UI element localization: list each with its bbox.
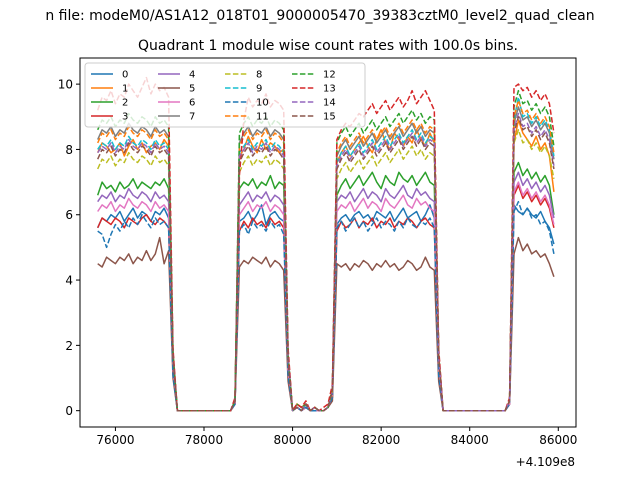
legend-item-8: 8	[225, 70, 262, 81]
legend-label: 14	[323, 98, 336, 109]
legend-frame	[84, 62, 366, 128]
figure-suptitle: n file: modeM0/AS1A12_018T01_9000005470_…	[45, 8, 594, 24]
legend-label: 0	[122, 70, 128, 81]
legend-item-6: 6	[158, 98, 195, 109]
legend-item-5: 5	[158, 84, 195, 95]
legend-item-4: 4	[158, 70, 195, 81]
axes-frame	[79, 57, 577, 428]
legend-item-1: 1	[91, 84, 128, 95]
legend-item-12: 12	[292, 70, 336, 81]
x-offset-label: +4.109e8	[516, 455, 575, 469]
y-tick-label: 2	[65, 339, 73, 353]
legend-item-0: 0	[91, 70, 128, 81]
x-tick-label: 80000	[273, 433, 311, 447]
y-tick-label: 0	[65, 404, 73, 418]
legend-item-7: 7	[158, 112, 195, 123]
legend-label: 15	[323, 112, 336, 123]
legend-item-2: 2	[91, 98, 128, 109]
legend-item-11: 11	[225, 112, 269, 123]
legend-label: 2	[122, 98, 128, 109]
series-layer	[96, 76, 555, 412]
legend-label: 5	[189, 84, 195, 95]
x-tick-label: 84000	[451, 433, 489, 447]
y-axis: 0 2 4 6 8 10	[58, 78, 80, 418]
legend-item-10: 10	[225, 98, 269, 109]
y-tick-label: 4	[65, 274, 73, 288]
x-tick-label: 76000	[96, 433, 134, 447]
legend-label: 3	[122, 112, 128, 123]
legend-label: 4	[189, 70, 195, 81]
legend-item-13: 13	[292, 84, 336, 95]
legend-label: 7	[189, 112, 195, 123]
legend-label: 10	[256, 98, 269, 109]
legend-label: 12	[323, 70, 336, 81]
legend-label: 1	[122, 84, 128, 95]
y-tick-label: 6	[65, 208, 73, 222]
y-tick-label: 10	[58, 78, 73, 92]
legend-label: 9	[256, 84, 262, 95]
x-tick-label: 82000	[362, 433, 400, 447]
x-tick-label: 78000	[185, 433, 223, 447]
x-axis: 76000 78000 80000 82000 84000 86000	[96, 427, 577, 447]
legend-label: 13	[323, 84, 336, 95]
chart-title: Quadrant 1 module wise count rates with …	[138, 38, 518, 54]
legend-label: 8	[256, 70, 262, 81]
series-line-15	[97, 116, 555, 412]
legend-label: 11	[256, 112, 269, 123]
y-tick-label: 8	[65, 143, 73, 157]
x-tick-label: 86000	[539, 433, 577, 447]
legend-item-15: 15	[292, 112, 336, 123]
legend-item-3: 3	[91, 112, 128, 123]
legend-label: 6	[189, 98, 195, 109]
legend-item-14: 14	[292, 98, 336, 109]
legend-item-9: 9	[225, 84, 262, 95]
